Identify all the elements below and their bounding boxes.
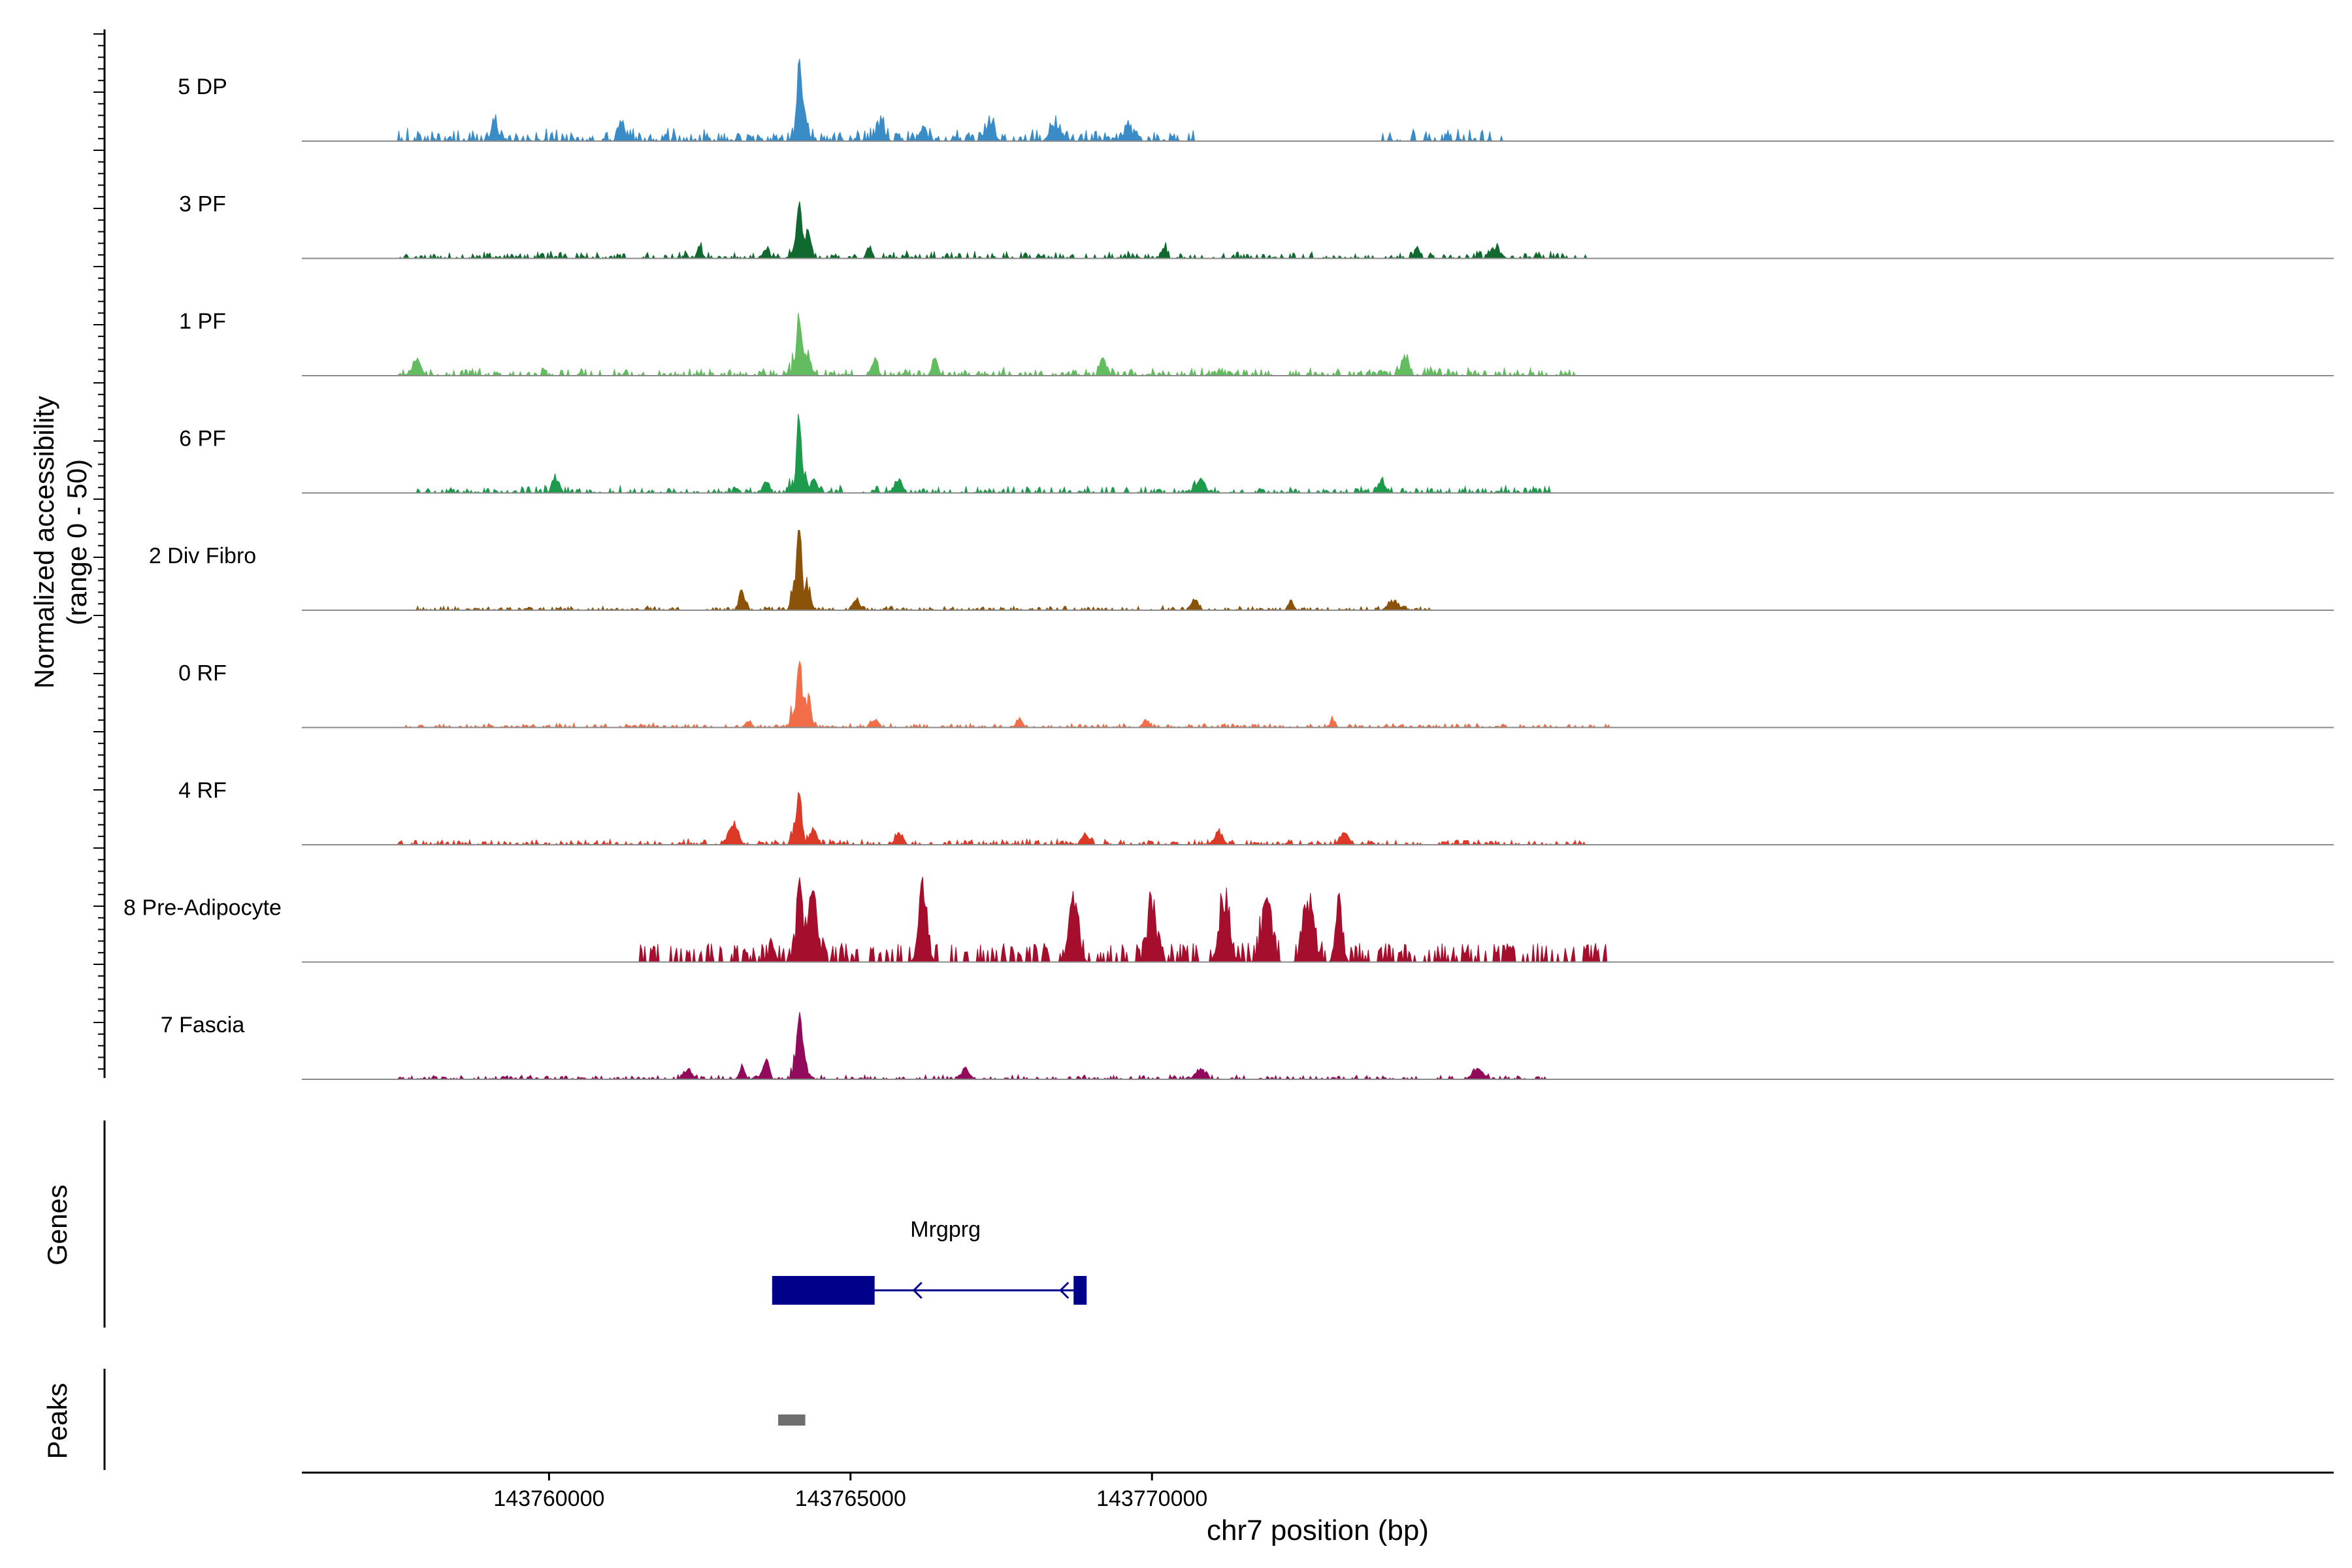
peaks-panel-label: Peaks — [42, 1383, 73, 1460]
genes-panel-label: Genes — [42, 1184, 73, 1266]
track-label: 6 PF — [179, 427, 226, 451]
peaks-panel: Peaks — [42, 1369, 806, 1470]
strand-arrow — [912, 1281, 923, 1299]
y-axis-label: Normalized accessibility (range 0 - 50) — [29, 396, 92, 689]
track-1-pf: 1 PF — [179, 309, 2334, 377]
track-2-div-fibro: 2 Div Fibro — [149, 530, 2334, 612]
gene-exon — [1073, 1276, 1087, 1305]
x-tick-label: 143760000 — [493, 1486, 604, 1511]
track-label: 7 Fascia — [161, 1013, 245, 1037]
track-3-pf: 3 PF — [179, 192, 2334, 260]
y-axis-label-line1: Normalized accessibility — [29, 396, 59, 689]
track-4-rf: 4 RF — [178, 778, 2334, 846]
track-8-pre-adipocyte: 8 Pre-Adipocyte — [123, 877, 2334, 963]
gene-models: Mrgprg — [772, 1217, 1087, 1305]
coverage-tracks: 5 DP 3 PF 1 PF 6 PF 2 Div Fibro 0 RF 4 RF 8 Pre… — [123, 58, 2334, 1081]
track-label: 3 PF — [179, 192, 226, 217]
track-label: 4 RF — [178, 778, 227, 803]
y-axis-label-line2: (range 0 - 50) — [61, 459, 92, 625]
track-label: 1 PF — [179, 309, 226, 334]
track-label: 5 DP — [178, 74, 227, 99]
strand-arrow — [1059, 1281, 1070, 1299]
genes-panel: Genes Mrgprg — [42, 1120, 1087, 1328]
coverage-y-axis-ticks — [93, 33, 105, 1070]
x-axis-ticks: 143760000 143765000 143770000 — [493, 1473, 1207, 1511]
track-0-rf: 0 RF — [178, 660, 2334, 728]
x-tick-label: 143765000 — [795, 1486, 906, 1511]
track-5-dp: 5 DP — [178, 58, 2334, 142]
x-axis-label: chr7 position (bp) — [1207, 1514, 1429, 1546]
track-label: 0 RF — [178, 661, 227, 686]
peak-regions — [778, 1414, 806, 1426]
track-label: 8 Pre-Adipocyte — [123, 896, 282, 921]
x-tick-label: 143770000 — [1096, 1486, 1207, 1511]
gene-mrgprg: Mrgprg — [772, 1217, 1087, 1305]
track-label: 2 Div Fibro — [149, 544, 256, 568]
peak-region — [778, 1414, 806, 1426]
track-6-pf: 6 PF — [179, 414, 2334, 495]
track-7-fascia: 7 Fascia — [161, 1012, 2334, 1081]
gene-name: Mrgprg — [910, 1217, 981, 1242]
gene-exon — [772, 1276, 875, 1305]
